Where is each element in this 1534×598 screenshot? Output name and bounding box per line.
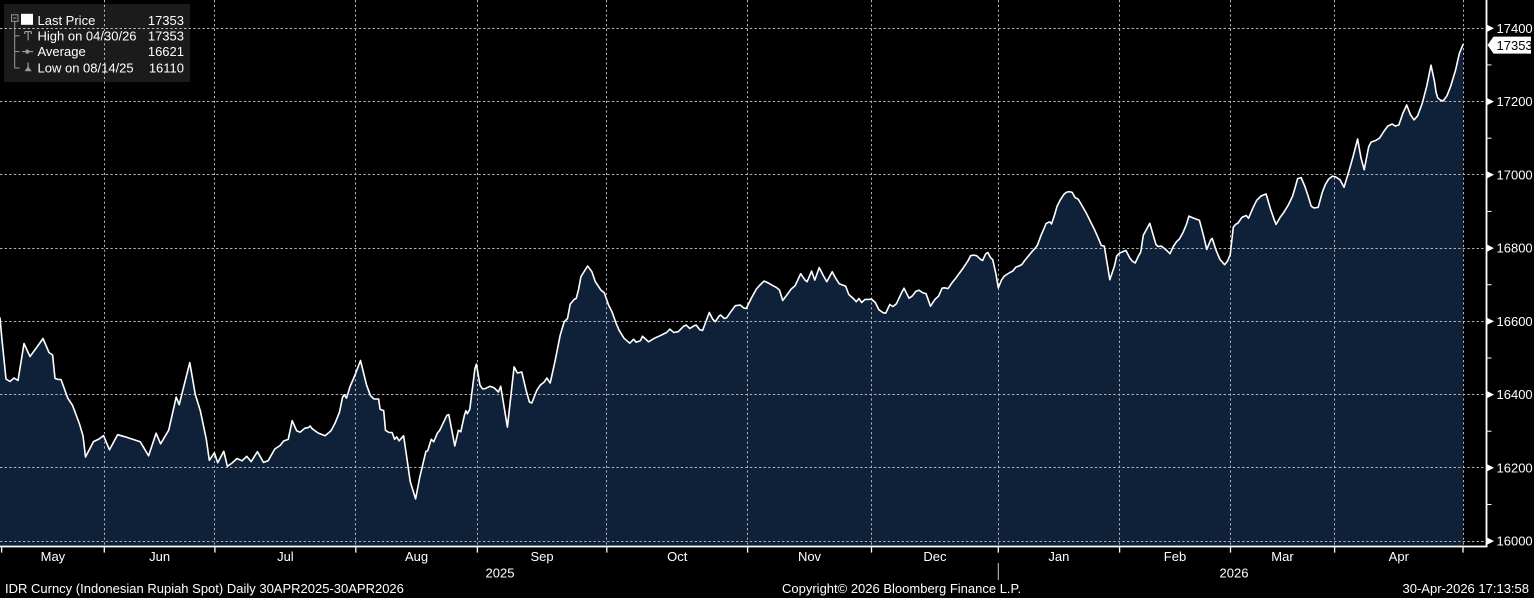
svg-text:16200: 16200: [1497, 460, 1533, 475]
svg-text:Apr: Apr: [1389, 549, 1410, 564]
svg-text:Dec: Dec: [923, 549, 947, 564]
svg-text:2025: 2025: [486, 566, 515, 581]
svg-text:16000: 16000: [1497, 534, 1533, 549]
svg-text:Oct: Oct: [667, 549, 688, 564]
svg-text:17400: 17400: [1497, 21, 1533, 36]
svg-text:High on 04/30/26: High on 04/30/26: [38, 28, 137, 43]
svg-text:Jan: Jan: [1048, 549, 1069, 564]
svg-text:30-Apr-2026 17:13:58: 30-Apr-2026 17:13:58: [1403, 581, 1529, 596]
svg-text:Average: Average: [38, 44, 86, 59]
svg-text:Last Price: Last Price: [38, 13, 96, 28]
svg-text:Aug: Aug: [405, 549, 428, 564]
svg-text:16110: 16110: [149, 61, 184, 76]
svg-text:17000: 17000: [1497, 167, 1533, 182]
svg-text:Feb: Feb: [1164, 549, 1186, 564]
svg-text:May: May: [41, 549, 66, 564]
svg-text:17353: 17353: [148, 28, 184, 43]
svg-text:2026: 2026: [1220, 566, 1249, 581]
svg-text:16600: 16600: [1497, 314, 1533, 329]
svg-text:17353: 17353: [1497, 38, 1533, 53]
svg-text:Jul: Jul: [277, 549, 294, 564]
svg-text:16621: 16621: [148, 44, 184, 59]
svg-text:16400: 16400: [1497, 387, 1533, 402]
svg-text:IDR Curncy (Indonesian Rupiah: IDR Curncy (Indonesian Rupiah Spot) Dail…: [5, 581, 404, 596]
svg-text:Sep: Sep: [531, 549, 554, 564]
svg-text:Low on 08/14/25: Low on 08/14/25: [38, 61, 134, 76]
svg-text:Copyright© 2026 Bloomberg Fina: Copyright© 2026 Bloomberg Finance L.P.: [782, 581, 1021, 596]
svg-text:Mar: Mar: [1271, 549, 1294, 564]
svg-text:Jun: Jun: [149, 549, 170, 564]
svg-text:16800: 16800: [1497, 241, 1533, 256]
svg-text:17200: 17200: [1497, 94, 1533, 109]
svg-text:Nov: Nov: [798, 549, 822, 564]
svg-text:17353: 17353: [148, 13, 184, 28]
